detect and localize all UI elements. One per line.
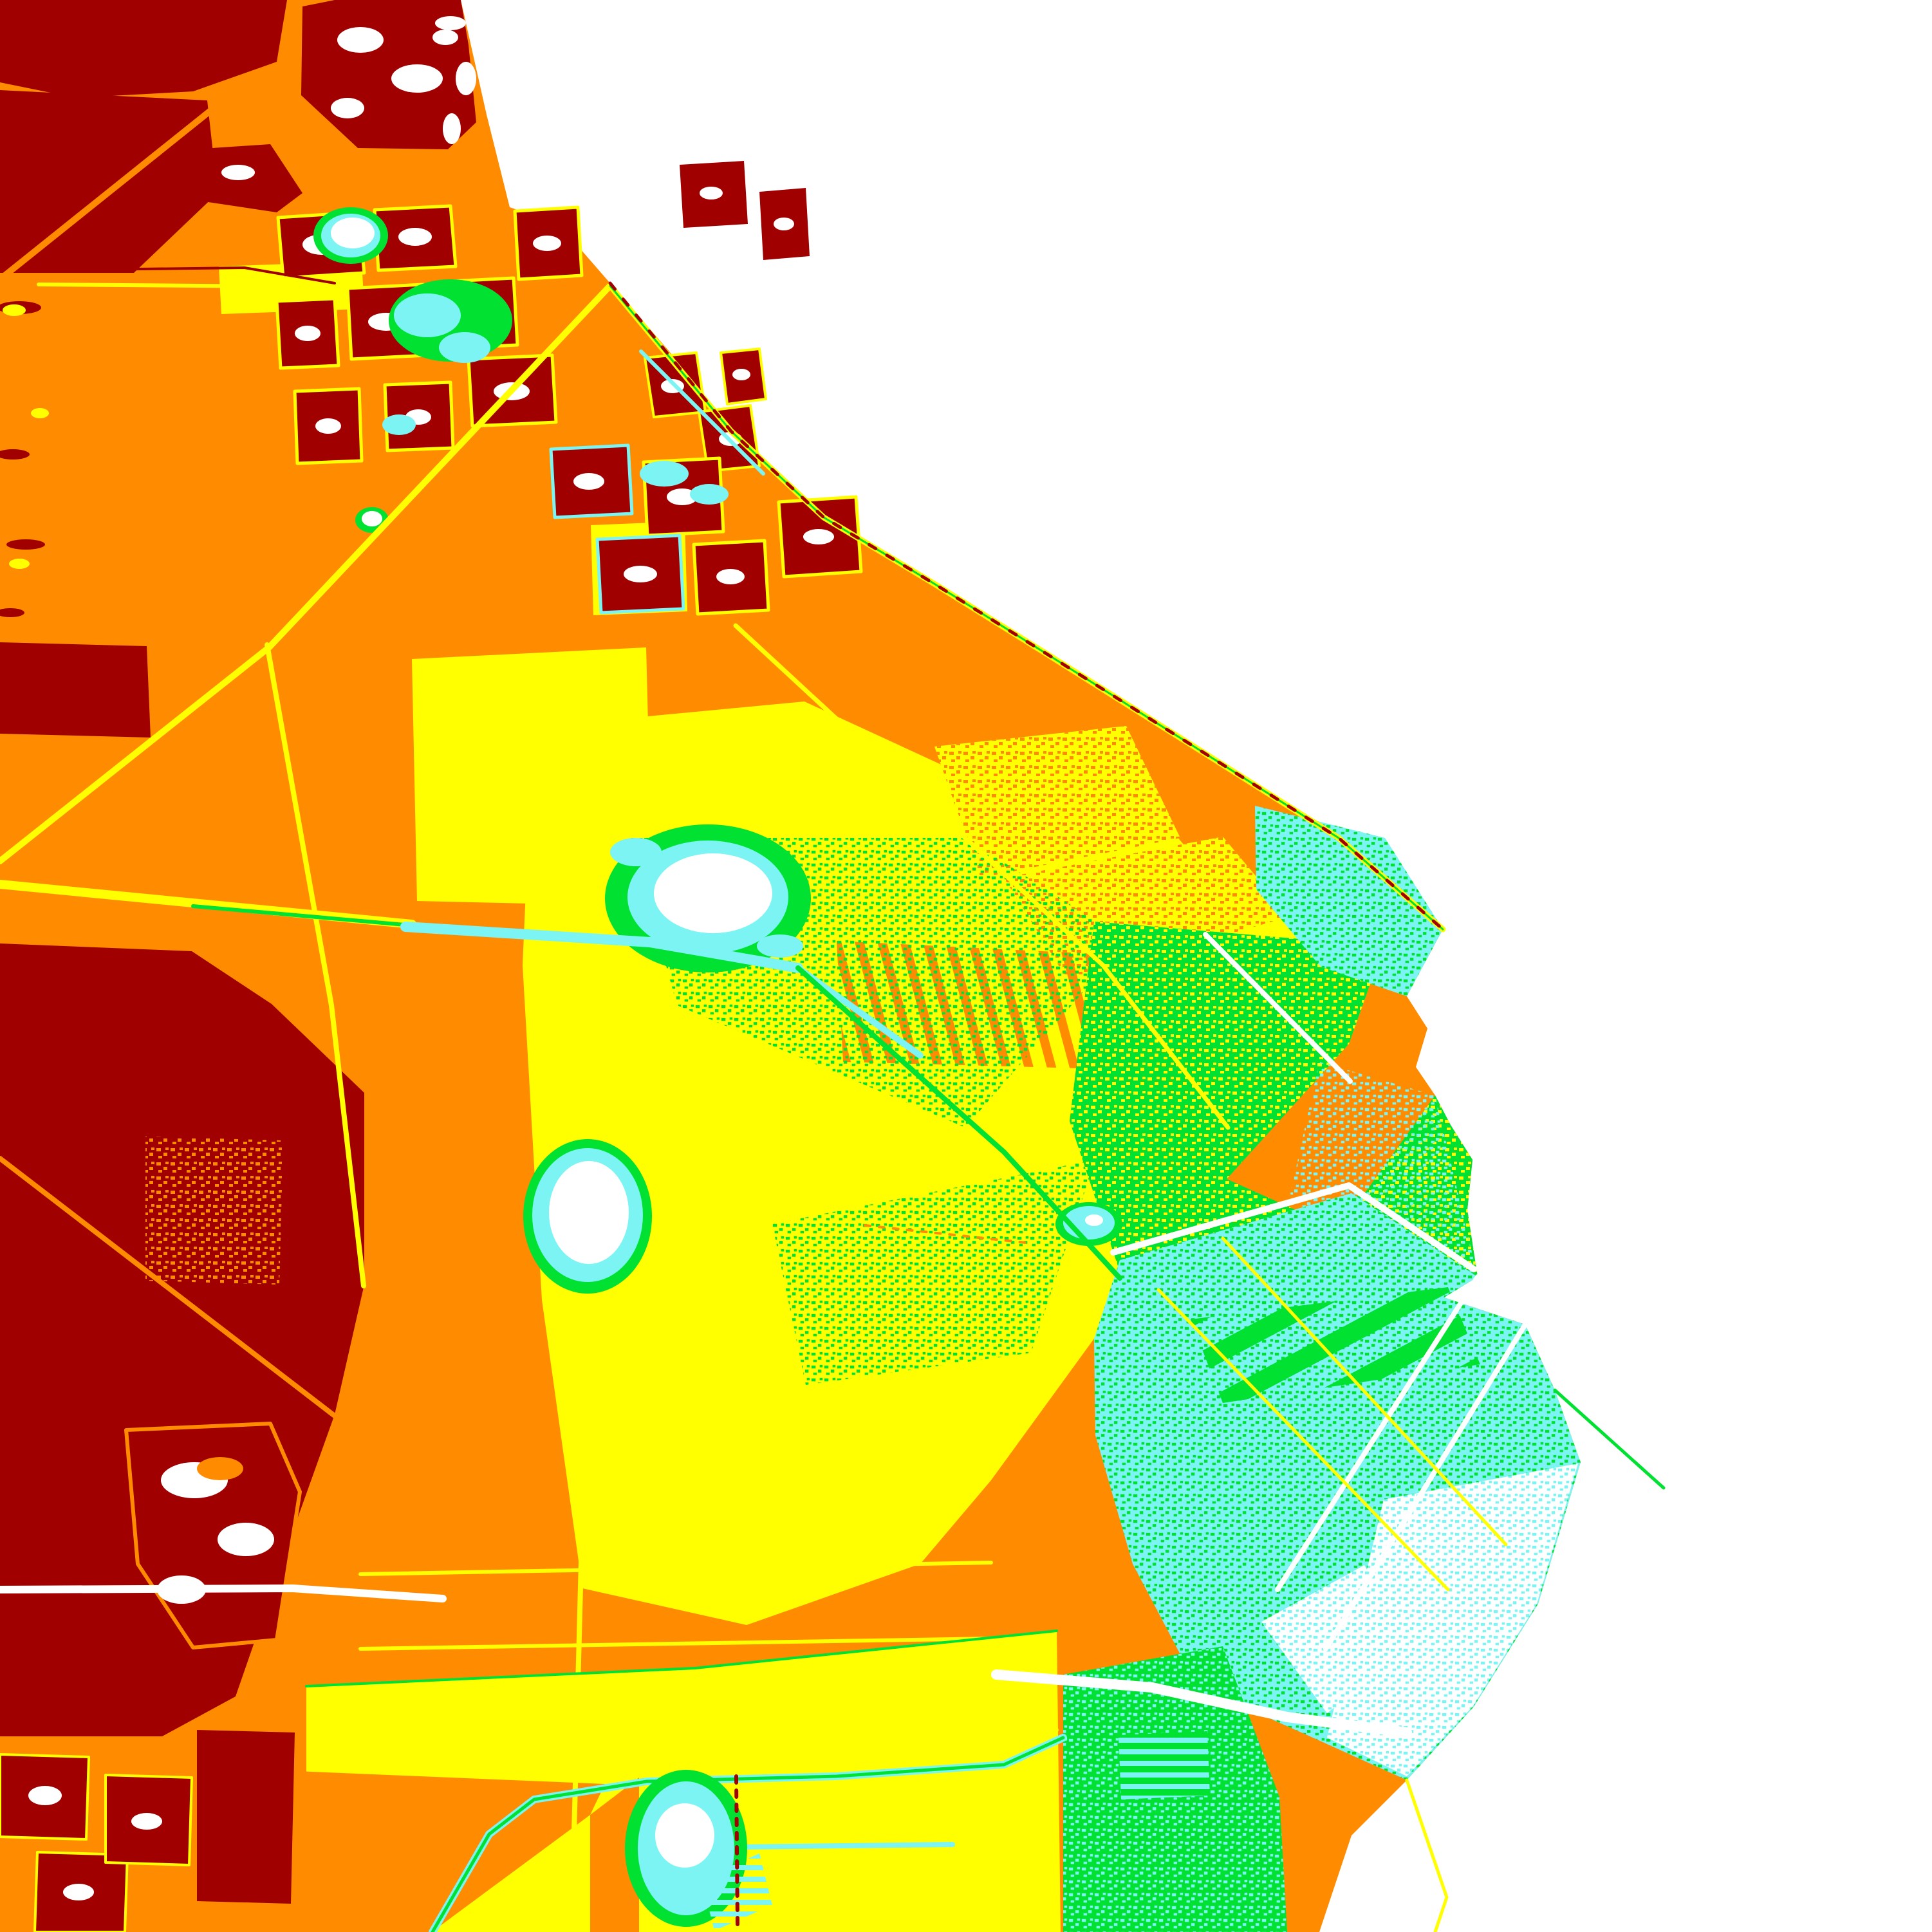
yellow-road-top [37,283,362,289]
green-channel-ext [795,965,1122,1281]
orange-bottom-strip [590,1778,639,1932]
yellow-parcel-ne-a-texture [934,726,1180,878]
white-road-parcels-bottom [991,1669,1412,1738]
village2-ponds [640,461,729,505]
marsh1-core [331,218,375,248]
marsh2-ponds [610,838,803,958]
cyan-nose-mottle-texture [1255,806,1443,996]
maroon-top-left-strip [0,0,287,98]
boundary-maroon-fringe [608,281,1445,931]
yellow-road-diag-b [733,623,1231,1130]
yellow-parcel-line-a [1156,1288,1450,1592]
maroon-mass-texture-texture [145,1137,283,1285]
paddy-striped-block-texture [1119,1731,1210,1799]
white-road-maroon-mass [0,1584,447,1602]
cyan-line-bottom [731,1842,955,1850]
village-pond-water [382,293,490,435]
lakes-top-band [221,27,458,180]
white-road-parcel-b [1323,1322,1528,1651]
white-road-parcels-top [1110,1182,1477,1272]
cyan-line-village-ne [639,349,765,476]
yellow-field-line-3 [449,1728,1059,1743]
yellow-field-line-2 [358,1637,993,1651]
maroon-block-south [197,1730,295,1904]
s-road-green [431,1736,1065,1932]
green-band-top-edge [305,1630,1058,1687]
maroon-block-left-mid [0,642,151,738]
lakes-village-sw [28,1786,162,1900]
marsh3-core [549,1161,629,1264]
green-road-horiz [191,904,414,927]
lake-slivers-top [435,16,476,144]
yellow-spur-bottom [1405,1778,1449,1932]
orange-bottom-left [296,1771,605,1932]
yellow-fields-left [412,647,649,904]
pentagon-orange-blob [197,1457,243,1480]
yellow-road-south [569,1485,586,1932]
yellow-field-line-1 [358,1561,993,1576]
white-road-parcel-a [1275,1274,1480,1592]
orange-road-top-left [0,95,230,283]
marsh4-core [655,1803,714,1868]
orange-road-on-maroon [0,1156,337,1418]
lakes-village2 [573,473,834,584]
pond-east-core [1085,1214,1103,1226]
green-spur-line [1553,1388,1666,1490]
green-speckle-central-b-texture [772,1160,1095,1385]
maroon-thin-road [37,266,336,284]
marsh2-core [654,853,772,933]
maroon-dashes-left-edge [0,301,45,617]
white-parcel-b-texture [1261,1565,1411,1713]
yellow-parcel-line-b [1221,1236,1508,1547]
yellow-road-vertical [265,642,366,1288]
orange-dashed-field-line [864,1224,1034,1245]
lakes-upper-mid [700,187,794,230]
yellow-dots-left-edge [3,304,49,569]
marsh1b-core [362,511,382,526]
maroon-top-left-block [0,90,218,273]
cyan-channel-main [400,922,803,973]
white-road-diag-ne [1203,932,1353,1084]
cyan-channel-spur [795,965,924,1059]
maroon-dash-vertical [734,1774,739,1926]
cyan-zone-bands-texture [1191,1287,1480,1403]
